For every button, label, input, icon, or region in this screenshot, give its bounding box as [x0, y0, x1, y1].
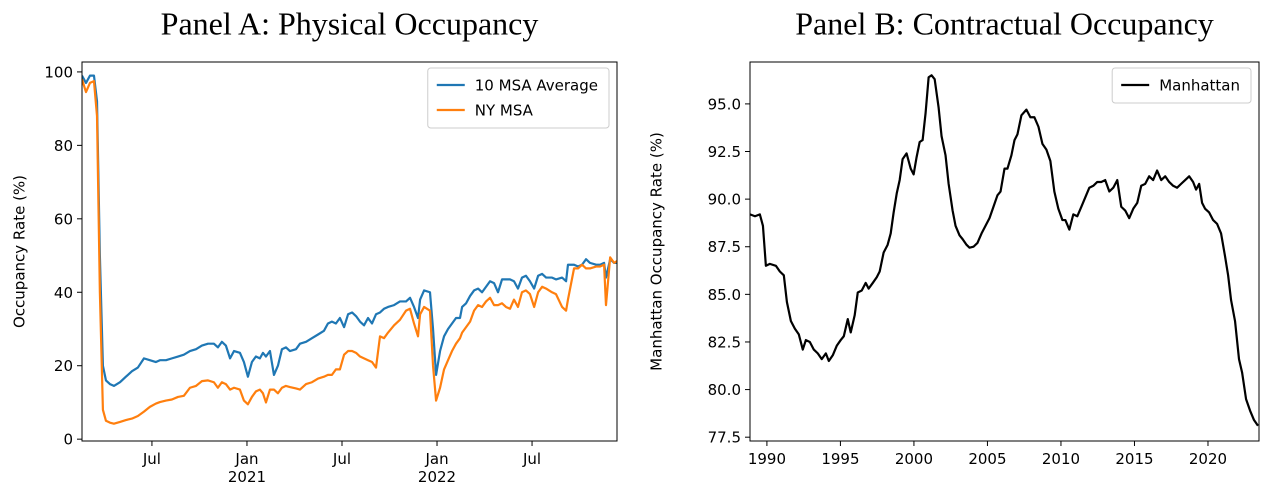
legend-label: Manhattan: [1159, 77, 1240, 95]
x-tick-label: 2000: [894, 450, 934, 468]
x-tick-label: Jul: [142, 450, 161, 468]
x-tick-label: Jul: [332, 450, 352, 468]
x-tick-label: 2010: [1041, 450, 1081, 468]
y-tick-label: 100: [44, 63, 73, 81]
y-tick-label: 85.0: [708, 286, 741, 304]
y-tick-label: 95.0: [708, 95, 741, 113]
x-tick-label: Jul: [522, 450, 542, 468]
chart-title: Panel A: Physical Occupancy: [161, 5, 539, 41]
y-tick-label: 87.5: [708, 238, 741, 256]
axes-frame: [81, 61, 618, 442]
y-tick-label: 60: [54, 210, 73, 228]
y-tick-label: 80: [54, 137, 73, 155]
x-tick-label: Jan 2022: [417, 450, 457, 486]
x-tick-label: Jan 2021: [227, 450, 267, 486]
y-tick-label: 77.5: [708, 429, 741, 447]
line-series: [82, 78, 617, 425]
x-tick-label: 2005: [968, 450, 1007, 468]
legend: 10 MSA Average NY MSA: [427, 67, 610, 129]
x-tick-label: 1995: [821, 450, 860, 468]
y-tick-label: 0: [63, 431, 73, 449]
legend-label: NY MSA: [475, 102, 534, 120]
y-tick-label: 82.5: [708, 333, 741, 351]
line-series: [82, 74, 617, 388]
y-axis-label: Manhattan Occupancy Rate (%): [648, 132, 666, 371]
y-tick-label: 90.0: [708, 191, 741, 209]
legend-frame: [1111, 67, 1252, 104]
y-tick-label: 80.0: [708, 381, 741, 399]
legend-label: 10 MSA Average: [475, 77, 598, 95]
x-tick-label: 2020: [1188, 450, 1228, 468]
y-tick-label: 40: [54, 284, 73, 302]
legend-frame: [427, 67, 610, 129]
y-tick-label: 92.5: [708, 143, 741, 161]
line-series: [750, 74, 1259, 427]
chart-title: Panel B: Contractual Occupancy: [795, 5, 1214, 41]
legend: Manhattan: [1111, 67, 1252, 104]
axes-frame: [749, 61, 1260, 442]
y-axis-label: Occupancy Rate (%): [11, 175, 29, 328]
x-tick-label: 1990: [747, 450, 786, 468]
x-tick-label: 2015: [1115, 450, 1154, 468]
y-tick-label: 20: [54, 357, 73, 375]
